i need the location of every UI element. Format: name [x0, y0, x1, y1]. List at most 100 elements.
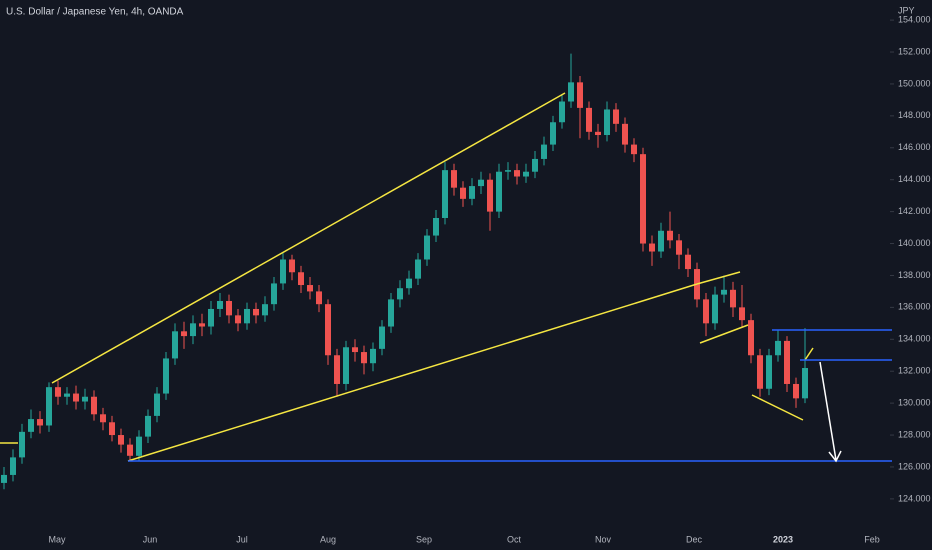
candle-body: [145, 415, 151, 437]
candle-body: [1, 474, 7, 483]
candle-body: [307, 285, 313, 292]
candle-body: [613, 109, 619, 124]
candle-body: [685, 254, 691, 270]
trend-line: [804, 347, 814, 361]
candle-body: [523, 171, 529, 177]
candle-body: [118, 435, 124, 445]
trend-line: [51, 92, 566, 384]
trend-line: [699, 324, 749, 344]
x-tick-label: Aug: [320, 534, 336, 544]
candle-body: [316, 291, 322, 305]
y-tick-label: 144.000: [898, 174, 931, 184]
candle-body: [424, 235, 430, 260]
candle-body: [280, 259, 286, 284]
y-tick-label: 150.000: [898, 78, 931, 88]
candle-body: [487, 179, 493, 212]
candle-body: [604, 109, 610, 136]
candle-body: [235, 315, 241, 324]
candle-body: [226, 300, 232, 316]
candle-body: [793, 383, 799, 399]
y-tick-label: 142.000: [898, 206, 931, 216]
y-tick-label: 130.000: [898, 398, 931, 408]
candle-body: [208, 308, 214, 327]
y-tick-label: 136.000: [898, 302, 931, 312]
chart-title: U.S. Dollar / Japanese Yen, 4h, OANDA: [6, 7, 184, 18]
x-tick-label: Sep: [416, 534, 432, 544]
candle-body: [451, 170, 457, 188]
axes: 124.000 126.000 128.000 130.000 132.000 134.0…: [48, 14, 930, 544]
candle-body: [253, 308, 259, 316]
candle-body: [163, 358, 169, 394]
candle-body: [244, 308, 250, 324]
y-tick-label: 138.000: [898, 270, 931, 280]
candle-body: [775, 340, 781, 356]
candle-body: [388, 299, 394, 327]
candle-body: [100, 414, 106, 423]
y-tick-label: 146.000: [898, 142, 931, 152]
x-tick-label: Dec: [686, 534, 703, 544]
candle-body: [631, 144, 637, 155]
candle-body: [739, 307, 745, 321]
candle-body: [559, 101, 565, 123]
candle-body: [154, 393, 160, 416]
candle-body: [55, 387, 61, 397]
candle-body: [505, 170, 511, 172]
candle-body: [370, 348, 376, 364]
candle-body: [766, 355, 772, 389]
candle-body: [532, 158, 538, 172]
candle-body: [496, 171, 502, 212]
candle-body: [703, 299, 709, 324]
y-tick-label: 132.000: [898, 366, 931, 376]
candle-body: [19, 431, 25, 458]
x-tick-label: 2023: [773, 534, 793, 544]
y-tick-label: 140.000: [898, 238, 931, 248]
candle-body: [433, 218, 439, 236]
candle-body: [469, 186, 475, 199]
candle-body: [802, 368, 808, 399]
candle-body: [46, 387, 52, 426]
trend-line: [696, 271, 741, 285]
candle-body: [10, 457, 16, 475]
candle-body: [667, 230, 673, 241]
candle-body: [442, 170, 448, 219]
candle-body: [181, 331, 187, 337]
x-tick-label: Oct: [507, 534, 522, 544]
x-tick-label: May: [48, 534, 66, 544]
candle-body: [784, 340, 790, 384]
candle-body: [649, 243, 655, 252]
candle-body: [262, 304, 268, 316]
candle-body: [478, 179, 484, 187]
candle-body: [64, 393, 70, 397]
candle-body: [199, 323, 205, 327]
candle-body: [28, 419, 34, 432]
candle-body: [190, 323, 196, 337]
candles: [1, 53, 808, 490]
candle-body: [721, 289, 727, 295]
y-tick-label: 148.000: [898, 110, 931, 120]
y-tick-label: 154.000: [898, 14, 931, 24]
candle-body: [406, 278, 412, 289]
candle-body: [379, 326, 385, 349]
arrow: [819, 361, 837, 461]
candle-body: [73, 393, 79, 402]
candle-body: [82, 396, 88, 402]
arrow-head: [828, 450, 842, 463]
candle-body: [343, 347, 349, 384]
candle-body: [37, 419, 43, 426]
trend-line: [751, 394, 804, 421]
candle-body: [415, 259, 421, 279]
y-tick-label: 134.000: [898, 334, 931, 344]
candle-body: [289, 259, 295, 273]
candle-body: [298, 272, 304, 286]
candle-body: [568, 82, 574, 102]
candle-body: [325, 304, 331, 356]
candle-body: [460, 187, 466, 199]
candle-body: [541, 144, 547, 159]
candle-body: [550, 122, 556, 145]
x-tick-label: Nov: [595, 534, 612, 544]
candle-body: [514, 170, 520, 177]
candle-body: [172, 331, 178, 359]
y-tick-label: 152.000: [898, 46, 931, 56]
